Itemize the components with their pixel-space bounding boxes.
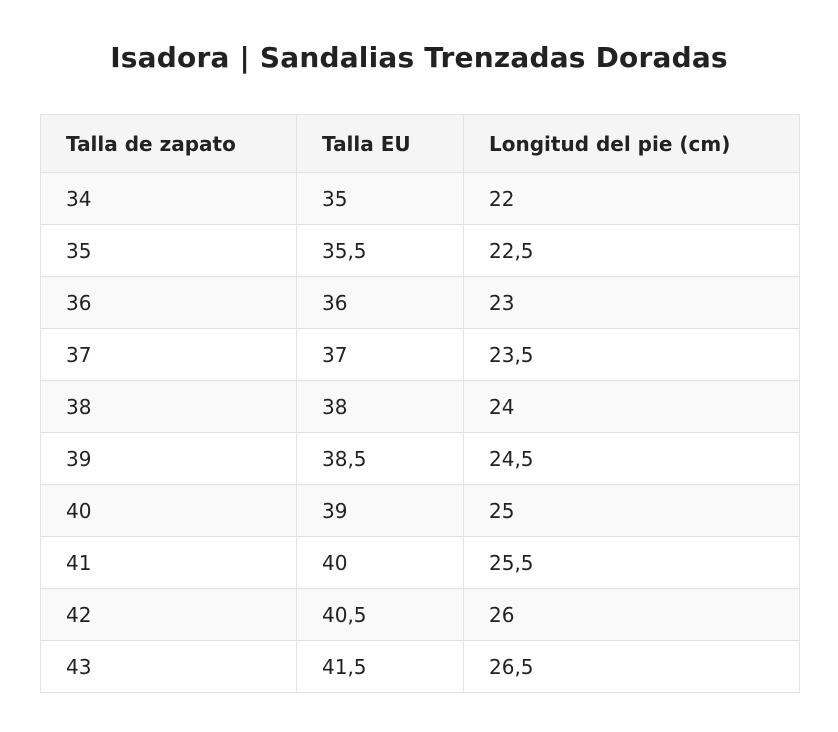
header-foot-length: Longitud del pie (cm) <box>463 114 800 173</box>
cell-eu-size: 36 <box>296 276 464 329</box>
table-body: 34 35 22 35 35,5 22,5 36 36 23 37 37 23,… <box>40 172 800 693</box>
table-row: 42 40,5 26 <box>40 588 800 641</box>
cell-foot-length: 26,5 <box>463 640 800 693</box>
cell-eu-size: 40 <box>296 536 464 589</box>
cell-eu-size: 41,5 <box>296 640 464 693</box>
table-row: 40 39 25 <box>40 484 800 537</box>
cell-shoe-size: 40 <box>40 484 297 537</box>
table-row: 39 38,5 24,5 <box>40 432 800 485</box>
cell-eu-size: 39 <box>296 484 464 537</box>
cell-foot-length: 22,5 <box>463 224 800 277</box>
cell-eu-size: 35 <box>296 172 464 225</box>
cell-shoe-size: 36 <box>40 276 297 329</box>
cell-foot-length: 25 <box>463 484 800 537</box>
cell-foot-length: 26 <box>463 588 800 641</box>
cell-foot-length: 23 <box>463 276 800 329</box>
cell-shoe-size: 35 <box>40 224 297 277</box>
size-chart-table: Talla de zapato Talla EU Longitud del pi… <box>40 114 800 693</box>
table-row: 37 37 23,5 <box>40 328 800 381</box>
table-row: 35 35,5 22,5 <box>40 224 800 277</box>
header-row: Talla de zapato Talla EU Longitud del pi… <box>40 114 800 173</box>
table-row: 41 40 25,5 <box>40 536 800 589</box>
cell-foot-length: 24 <box>463 380 800 433</box>
cell-shoe-size: 43 <box>40 640 297 693</box>
header-shoe-size: Talla de zapato <box>40 114 297 173</box>
table-row: 34 35 22 <box>40 172 800 225</box>
cell-foot-length: 25,5 <box>463 536 800 589</box>
cell-shoe-size: 41 <box>40 536 297 589</box>
page-title: Isadora | Sandalias Trenzadas Doradas <box>110 41 728 74</box>
table-row: 38 38 24 <box>40 380 800 433</box>
cell-eu-size: 38 <box>296 380 464 433</box>
cell-eu-size: 40,5 <box>296 588 464 641</box>
header-eu-size: Talla EU <box>296 114 464 173</box>
cell-shoe-size: 42 <box>40 588 297 641</box>
cell-shoe-size: 39 <box>40 432 297 485</box>
cell-shoe-size: 34 <box>40 172 297 225</box>
table-row: 36 36 23 <box>40 276 800 329</box>
table-header: Talla de zapato Talla EU Longitud del pi… <box>40 114 800 173</box>
cell-eu-size: 35,5 <box>296 224 464 277</box>
cell-shoe-size: 37 <box>40 328 297 381</box>
cell-eu-size: 38,5 <box>296 432 464 485</box>
cell-foot-length: 22 <box>463 172 800 225</box>
table-row: 43 41,5 26,5 <box>40 640 800 693</box>
cell-eu-size: 37 <box>296 328 464 381</box>
cell-foot-length: 23,5 <box>463 328 800 381</box>
cell-shoe-size: 38 <box>40 380 297 433</box>
cell-foot-length: 24,5 <box>463 432 800 485</box>
